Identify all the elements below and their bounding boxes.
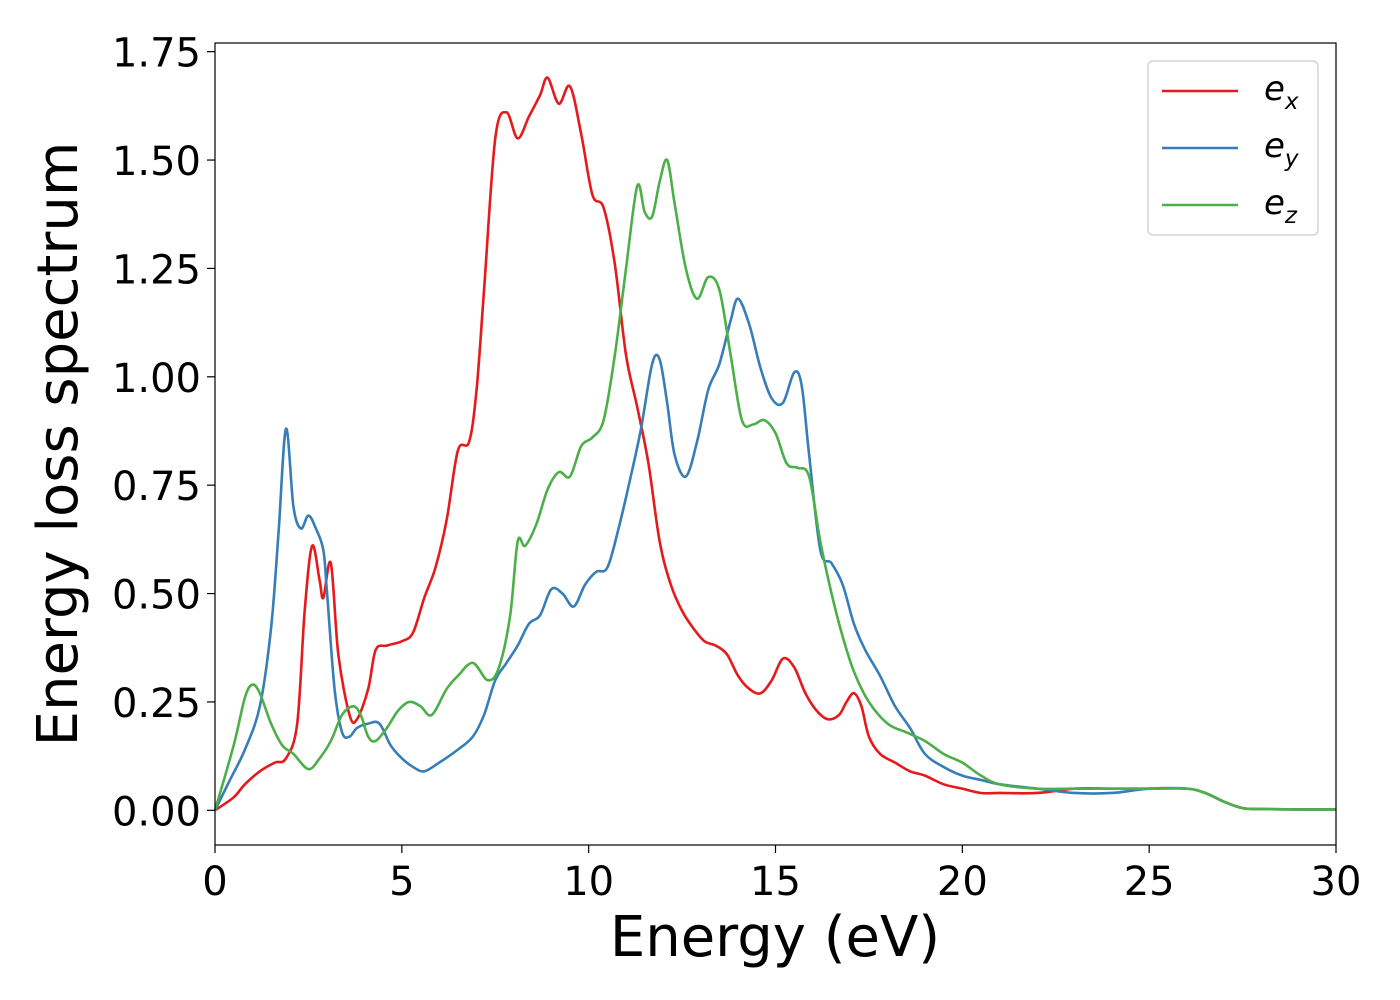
series-line-x	[214, 76, 1337, 812]
series-layer	[213, 76, 1337, 812]
series-line-z	[213, 158, 1337, 811]
legend-label-x: ex	[1264, 69, 1299, 115]
y-tick-label: 0.75	[112, 464, 201, 510]
x-ticks: 0 5 10 15 20 25 30	[202, 845, 1361, 905]
x-tick-label: 15	[750, 859, 801, 905]
x-axis-title: Energy (eV)	[610, 905, 940, 970]
y-tick-label: 1.50	[112, 139, 201, 185]
x-tick-label: 0	[202, 859, 227, 905]
legend-label-z: ez	[1264, 183, 1298, 229]
y-tick-label: 0.50	[112, 573, 201, 619]
legend-items: ex ey ez	[1162, 69, 1299, 229]
y-tick-label: 1.25	[112, 247, 201, 293]
y-ticks: 0.00 0.25 0.50 0.75 1.00 1.25 1.50 1.75	[112, 31, 215, 835]
x-tick-label: 10	[563, 859, 614, 905]
series-line-y	[213, 297, 1337, 811]
x-tick-label: 25	[1124, 859, 1175, 905]
y-tick-label: 1.75	[112, 31, 201, 77]
x-tick-label: 30	[1311, 859, 1362, 905]
y-axis-title: Energy loss spectrum	[26, 142, 91, 747]
legend: ex ey ez	[1147, 60, 1319, 236]
legend-label-y: ey	[1264, 126, 1299, 172]
y-tick-label: 0.00	[112, 789, 201, 835]
x-tick-label: 5	[389, 859, 414, 905]
plot-frame	[214, 42, 1337, 846]
y-tick-label: 1.00	[112, 356, 201, 402]
x-tick-label: 20	[937, 859, 988, 905]
y-tick-label: 0.25	[112, 681, 201, 727]
